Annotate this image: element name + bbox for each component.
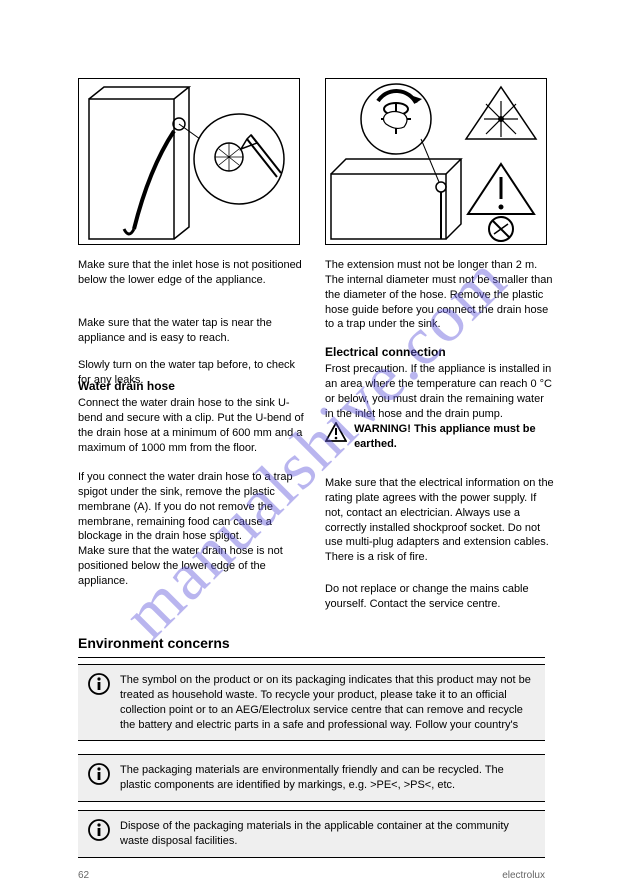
infobox-dispose-text: Dispose of the packaging materials in th… (120, 820, 509, 847)
para-tap-near: Make sure that the water tap is near the… (78, 316, 308, 346)
para-extension: The extension must not be longer than 2 … (325, 258, 555, 332)
figure-inlet-hose (78, 78, 300, 245)
info-icon (88, 819, 110, 841)
heading-electrical: Electrical connection (325, 344, 555, 360)
info-icon (88, 673, 110, 695)
hose-warnings-svg (326, 79, 546, 244)
para-drain-position: Make sure that the water drain hose is n… (78, 544, 308, 589)
infobox-dispose: Dispose of the packaging materials in th… (78, 810, 545, 858)
para-rating-plate: Make sure that the electrical informatio… (325, 476, 555, 565)
heading-drain-hose: Water drain hose (78, 378, 308, 394)
para-drain-connect: Connect the water drain hose to the sink… (78, 396, 308, 455)
warning-text: WARNING! This appliance must be earthed. (354, 422, 549, 452)
warning-earthed: WARNING! This appliance must be earthed. (325, 422, 555, 452)
page-footer: 62 electrolux (78, 870, 545, 881)
inlet-hose-svg (79, 79, 299, 244)
section-title-environment: Environment concerns (78, 635, 545, 658)
para-frost: Frost precaution. If the appliance is in… (325, 362, 555, 421)
infobox-recycle: The symbol on the product or on its pack… (78, 664, 545, 741)
infobox-packaging-text: The packaging materials are environmenta… (120, 764, 504, 791)
infobox-packaging: The packaging materials are environmenta… (78, 754, 545, 802)
brand-footer: electrolux (502, 870, 545, 881)
para-inlet-position: Make sure that the inlet hose is not pos… (78, 258, 308, 288)
infobox-recycle-text: The symbol on the product or on its pack… (120, 674, 531, 731)
figure-hose-warnings (325, 78, 547, 245)
page-number: 62 (78, 870, 89, 881)
para-mains-cable: Do not replace or change the mains cable… (325, 582, 555, 612)
para-remove-membrane: If you connect the water drain hose to a… (78, 470, 308, 544)
warning-triangle-icon (325, 422, 347, 442)
info-icon (88, 763, 110, 785)
